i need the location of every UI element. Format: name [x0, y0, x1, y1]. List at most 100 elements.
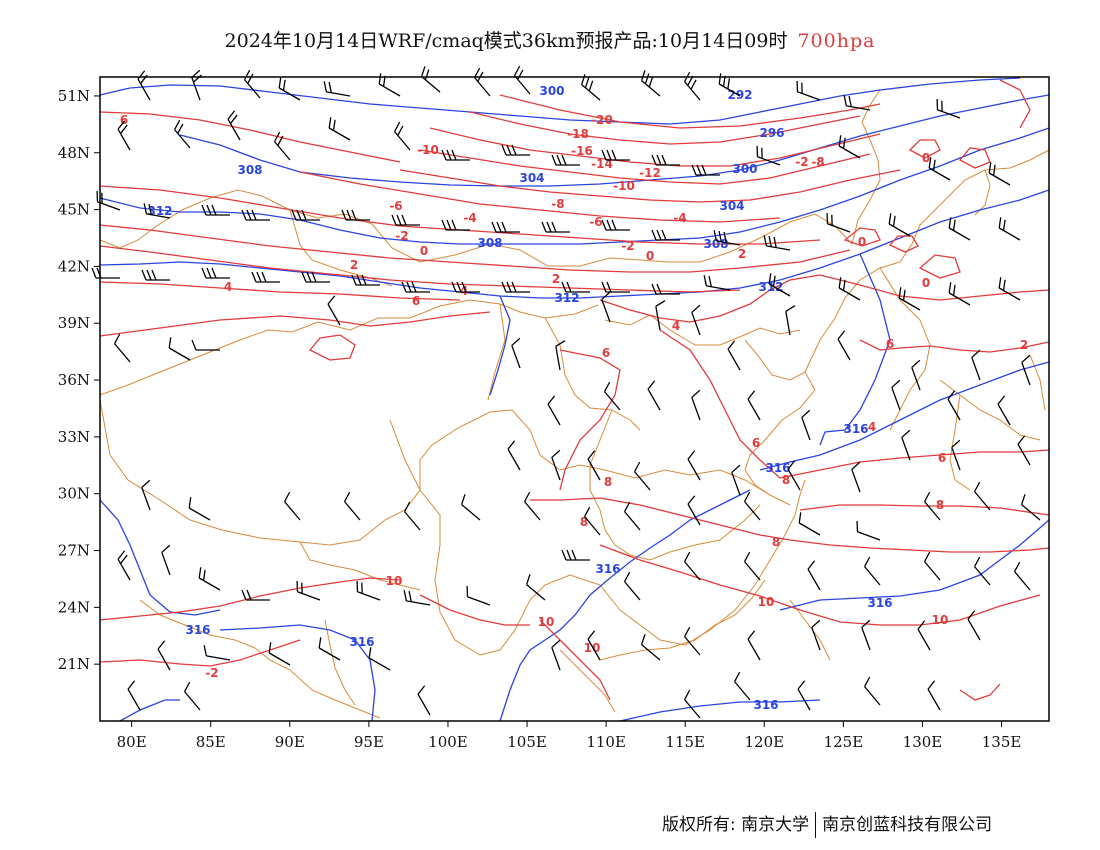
wind-barb: [687, 495, 701, 526]
wind-barb: [451, 281, 480, 293]
wind-barb: [1017, 435, 1031, 466]
temperature-label: 0: [646, 249, 654, 263]
wind-barb: [268, 642, 291, 666]
wind-barb: [856, 521, 881, 541]
lat-tick-label: 39N: [58, 314, 90, 332]
wind-barb: [491, 221, 520, 233]
wind-barb: [974, 481, 991, 511]
geopotential-label: 308: [703, 237, 728, 251]
wind-barb: [511, 337, 521, 369]
lon-tick-label: 95E: [354, 733, 384, 751]
lat-tick-label: 33N: [58, 428, 90, 446]
wind-barb: [587, 630, 601, 661]
temperature-label: 4: [672, 319, 680, 333]
wind-barb: [368, 647, 391, 671]
temperature-label: 2: [1020, 338, 1028, 352]
wind-barb: [404, 501, 421, 531]
temperature-label: -2: [795, 155, 808, 169]
copyright-footer: 版权所有: 南京大学 南京创蓝科技有限公司: [662, 810, 992, 838]
wind-barb: [936, 99, 961, 119]
wind-barb: [296, 581, 321, 601]
wind-barb: [917, 620, 931, 651]
temperature-label: -2: [205, 666, 218, 680]
wind-barb: [1020, 494, 1041, 521]
lat-tick-label: 48N: [58, 144, 90, 162]
wind-barb: [924, 551, 941, 581]
wind-barb: [278, 77, 301, 101]
wind-barb: [651, 154, 680, 166]
footer-separator: [815, 812, 817, 838]
geopotential-label: 312: [554, 291, 579, 305]
wind-barb: [351, 274, 380, 286]
temperature-label: -14: [591, 157, 613, 171]
wind-barb: [948, 217, 971, 241]
temperature-label: 2: [738, 247, 746, 261]
wind-barb: [624, 571, 641, 601]
temperature-label: -6: [589, 215, 602, 229]
lat-tick-label: 42N: [58, 257, 90, 275]
title-main: 2024年10月14日WRF/cmaq模式36km预报产品:10月14日09时: [224, 30, 788, 52]
lon-tick-label: 125E: [824, 733, 864, 751]
wind-barb: [651, 283, 680, 295]
wind-barb: [356, 581, 381, 601]
temperature-label: 6: [752, 436, 760, 450]
wind-barb: [168, 337, 191, 361]
temperature-label: 10: [584, 641, 601, 655]
temperature-label: 8: [936, 498, 944, 512]
wind-barb: [924, 491, 941, 521]
temperature-label: 6: [412, 294, 420, 308]
wind-barb: [747, 390, 761, 421]
geopotential-label: 316: [595, 562, 620, 576]
lon-tick-label: 130E: [903, 733, 943, 751]
wind-barb: [768, 273, 791, 297]
wind-barb: [284, 491, 301, 521]
wind-barb: [541, 221, 570, 233]
temperature-label: 2: [350, 258, 358, 272]
wind-barb: [555, 340, 566, 371]
wind-barb: [744, 491, 761, 521]
temperature-label: -18: [567, 127, 589, 141]
lon-tick-label: 90E: [275, 733, 305, 751]
temperature-label: 0: [420, 244, 428, 258]
wind-barb: [888, 213, 911, 237]
wind-barb: [143, 203, 171, 219]
wind-barb: [114, 333, 131, 363]
wind-barb: [624, 501, 641, 531]
wind-barb: [241, 209, 270, 221]
wind-barb: [640, 634, 661, 661]
wind-barb: [241, 589, 270, 601]
wind-barb: [417, 685, 431, 716]
wind-barb: [501, 144, 530, 156]
wind-barb: [971, 349, 981, 381]
geopotential-label: 316: [185, 623, 210, 637]
lon-tick-label: 115E: [665, 733, 705, 751]
wind-barb: [501, 281, 530, 293]
wind-barb: [460, 494, 481, 521]
wind-barb: [967, 610, 981, 641]
temperature-label: -16: [571, 144, 593, 158]
footer-left: 版权所有: 南京大学: [662, 815, 810, 835]
wind-barb: [174, 119, 191, 149]
footer-right: 南京创蓝科技有限公司: [822, 815, 993, 835]
temperature-label: 10: [932, 613, 949, 627]
wind-barb: [96, 191, 121, 211]
wind-barb: [318, 637, 341, 661]
wind-barb: [684, 626, 701, 656]
geopotential-label: 316: [753, 698, 778, 712]
wind-barb: [811, 619, 821, 651]
map-borders: [99, 89, 1050, 719]
geopotential-label: 296: [759, 126, 784, 140]
wind-barb: [117, 550, 131, 581]
wind-barb: [703, 275, 731, 291]
temperature-label: 10: [538, 615, 555, 629]
wind-barb: [127, 680, 141, 711]
wind-barb: [655, 300, 666, 331]
geopotential-label: 292: [727, 88, 752, 102]
axis-labels: 80E 85E 90E 95E 100E 105E 110E 115E 120E 125E 130E…: [58, 87, 1022, 751]
wind-barb: [927, 680, 941, 711]
geopotential-label: 312: [758, 280, 783, 294]
temperature-label: 4: [868, 420, 876, 434]
wind-barb: [441, 149, 470, 161]
wind-barb: [117, 120, 131, 151]
